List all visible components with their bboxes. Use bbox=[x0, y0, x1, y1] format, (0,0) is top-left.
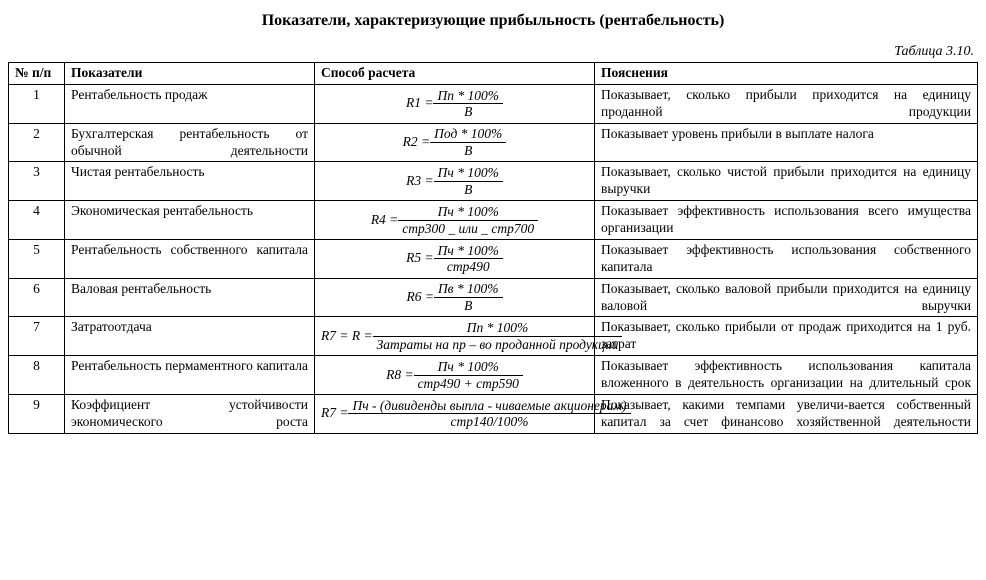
formula-numerator: Пч * 100% bbox=[434, 165, 503, 182]
col-header-explain: Пояснения bbox=[595, 63, 978, 85]
indicator-cell: Экономическая рентабельность bbox=[65, 201, 315, 240]
formula: R3 = Пч * 100%В bbox=[406, 165, 503, 197]
explain-cell: Показывает уровень прибыли в выплате нал… bbox=[595, 123, 978, 162]
formula-denominator: стр140/100% bbox=[348, 414, 630, 430]
table-row: 5Рентабельность собственного капитала R5 … bbox=[9, 239, 978, 278]
formula: R5 = Пч * 100%стр490 bbox=[406, 243, 503, 275]
explain-cell: Показывает, какими темпами увеличи-ваетс… bbox=[595, 394, 978, 433]
calc-cell: R4 = Пч * 100%стр300 _ или _ стр700 bbox=[315, 201, 595, 240]
explain-cell: Показывает эффективность использования в… bbox=[595, 201, 978, 240]
formula-denominator: стр490 + стр590 bbox=[414, 376, 523, 392]
calc-cell: R1 = Пп * 100%В bbox=[315, 84, 595, 123]
row-number: 7 bbox=[9, 317, 65, 356]
formula: R7 = Пч - (дивиденды выпла - чиваемые ак… bbox=[321, 398, 631, 430]
formula-fraction: Пч * 100%стр300 _ или _ стр700 bbox=[398, 204, 538, 236]
formula-fraction: Пп * 100%В bbox=[433, 88, 503, 120]
indicator-cell: Бухгалтерская рентабельность от обычной … bbox=[65, 123, 315, 162]
indicator-cell: Затратоотдача bbox=[65, 317, 315, 356]
indicator-cell: Рентабельность продаж bbox=[65, 84, 315, 123]
formula-denominator: стр490 bbox=[434, 259, 503, 275]
row-number: 5 bbox=[9, 239, 65, 278]
calc-cell: R7 = Пч - (дивиденды выпла - чиваемые ак… bbox=[315, 394, 595, 433]
explain-cell: Показывает, сколько прибыли от продаж пр… bbox=[595, 317, 978, 356]
formula-fraction: Пч * 100%стр490 bbox=[434, 243, 503, 275]
formula: R1 = Пп * 100%В bbox=[406, 88, 503, 120]
row-number: 8 bbox=[9, 356, 65, 395]
formula: R7 = R = Пп * 100%Затраты на пр – во про… bbox=[321, 320, 622, 352]
formula-lhs: R5 = bbox=[406, 250, 433, 267]
row-number: 2 bbox=[9, 123, 65, 162]
formula-lhs: R1 = bbox=[406, 95, 433, 112]
table-row: 6Валовая рентабельность R6 = Пв * 100%В По… bbox=[9, 278, 978, 317]
formula-numerator: Пч * 100% bbox=[434, 243, 503, 260]
indicator-cell: Рентабельность собственного капитала bbox=[65, 239, 315, 278]
formula-fraction: Пч * 100%стр490 + стр590 bbox=[414, 359, 523, 391]
row-number: 1 bbox=[9, 84, 65, 123]
formula-lhs: R4 = bbox=[371, 212, 398, 229]
formula-denominator: В bbox=[434, 298, 503, 314]
formula-lhs: R7 = R = bbox=[321, 328, 373, 345]
table-row: 1Рентабельность продаж R1 = Пп * 100%В Пок… bbox=[9, 84, 978, 123]
table-number-label: Таблица 3.10. bbox=[8, 44, 978, 60]
table-row: 7ЗатратоотдачаR7 = R = Пп * 100%Затраты … bbox=[9, 317, 978, 356]
formula-numerator: Пв * 100% bbox=[434, 281, 503, 298]
row-number: 4 bbox=[9, 201, 65, 240]
formula-lhs: R7 = bbox=[321, 405, 348, 422]
formula-numerator: Пп * 100% bbox=[373, 320, 623, 337]
row-number: 6 bbox=[9, 278, 65, 317]
formula-numerator: Пч * 100% bbox=[398, 204, 538, 221]
calc-cell: R6 = Пв * 100%В bbox=[315, 278, 595, 317]
explain-cell: Показывает, сколько прибыли приходится н… bbox=[595, 84, 978, 123]
table-header-row: № п/п Показатели Способ расчета Пояснени… bbox=[9, 63, 978, 85]
col-header-indicator: Показатели bbox=[65, 63, 315, 85]
formula-numerator: Пп * 100% bbox=[433, 88, 503, 105]
formula-numerator: Под * 100% bbox=[430, 126, 506, 143]
formula-denominator: В bbox=[430, 143, 506, 159]
explain-cell: Показывает эффективность использования к… bbox=[595, 356, 978, 395]
formula-denominator: стр300 _ или _ стр700 bbox=[398, 221, 538, 237]
table-row: 2Бухгалтерская рентабельность от обычной… bbox=[9, 123, 978, 162]
formula: R8 = Пч * 100%стр490 + стр590 bbox=[386, 359, 523, 391]
formula: R2 = Под * 100%В bbox=[403, 126, 507, 158]
table-row: 3Чистая рентабельность R3 = Пч * 100%В Пок… bbox=[9, 162, 978, 201]
formula-fraction: Пв * 100%В bbox=[434, 281, 503, 313]
explain-cell: Показывает, сколько валовой прибыли прих… bbox=[595, 278, 978, 317]
formula-lhs: R3 = bbox=[406, 173, 433, 190]
formula-denominator: В bbox=[434, 182, 503, 198]
calc-cell: R3 = Пч * 100%В bbox=[315, 162, 595, 201]
col-header-calc: Способ расчета bbox=[315, 63, 595, 85]
page-title: Показатели, характеризующие прибыльность… bbox=[8, 12, 978, 30]
formula-fraction: Пч * 100%В bbox=[434, 165, 503, 197]
formula-lhs: R6 = bbox=[406, 289, 433, 306]
formula-fraction: Под * 100%В bbox=[430, 126, 506, 158]
table-row: 9Коэффициент устойчивости экономического… bbox=[9, 394, 978, 433]
table-row: 8Рентабельность пермаментного капитала R8… bbox=[9, 356, 978, 395]
calc-cell: R8 = Пч * 100%стр490 + стр590 bbox=[315, 356, 595, 395]
calc-cell: R7 = R = Пп * 100%Затраты на пр – во про… bbox=[315, 317, 595, 356]
col-header-num: № п/п bbox=[9, 63, 65, 85]
calc-cell: R5 = Пч * 100%стр490 bbox=[315, 239, 595, 278]
table-row: 4Экономическая рентабельность R4 = Пч * 1… bbox=[9, 201, 978, 240]
explain-cell: Показывает, сколько чистой прибыли прихо… bbox=[595, 162, 978, 201]
formula-lhs: R2 = bbox=[403, 134, 430, 151]
indicator-cell: Коэффициент устойчивости экономического … bbox=[65, 394, 315, 433]
formula-fraction: Пп * 100%Затраты на пр – во проданной пр… bbox=[373, 320, 623, 352]
formula-denominator: Затраты на пр – во проданной продукции bbox=[373, 337, 623, 353]
indicator-cell: Рентабельность пермаментного капитала bbox=[65, 356, 315, 395]
row-number: 3 bbox=[9, 162, 65, 201]
indicator-cell: Валовая рентабельность bbox=[65, 278, 315, 317]
indicator-cell: Чистая рентабельность bbox=[65, 162, 315, 201]
formula-numerator: Пч * 100% bbox=[414, 359, 523, 376]
formula: R4 = Пч * 100%стр300 _ или _ стр700 bbox=[371, 204, 538, 236]
row-number: 9 bbox=[9, 394, 65, 433]
explain-cell: Показывает эффективность использования с… bbox=[595, 239, 978, 278]
profitability-table: № п/п Показатели Способ расчета Пояснени… bbox=[8, 62, 978, 434]
formula-denominator: В bbox=[433, 104, 503, 120]
formula-fraction: Пч - (дивиденды выпла - чиваемые акционе… bbox=[348, 398, 630, 430]
formula-lhs: R8 = bbox=[386, 367, 413, 384]
formula-numerator: Пч - (дивиденды выпла - чиваемые акционе… bbox=[348, 398, 630, 415]
formula: R6 = Пв * 100%В bbox=[406, 281, 502, 313]
calc-cell: R2 = Под * 100%В bbox=[315, 123, 595, 162]
